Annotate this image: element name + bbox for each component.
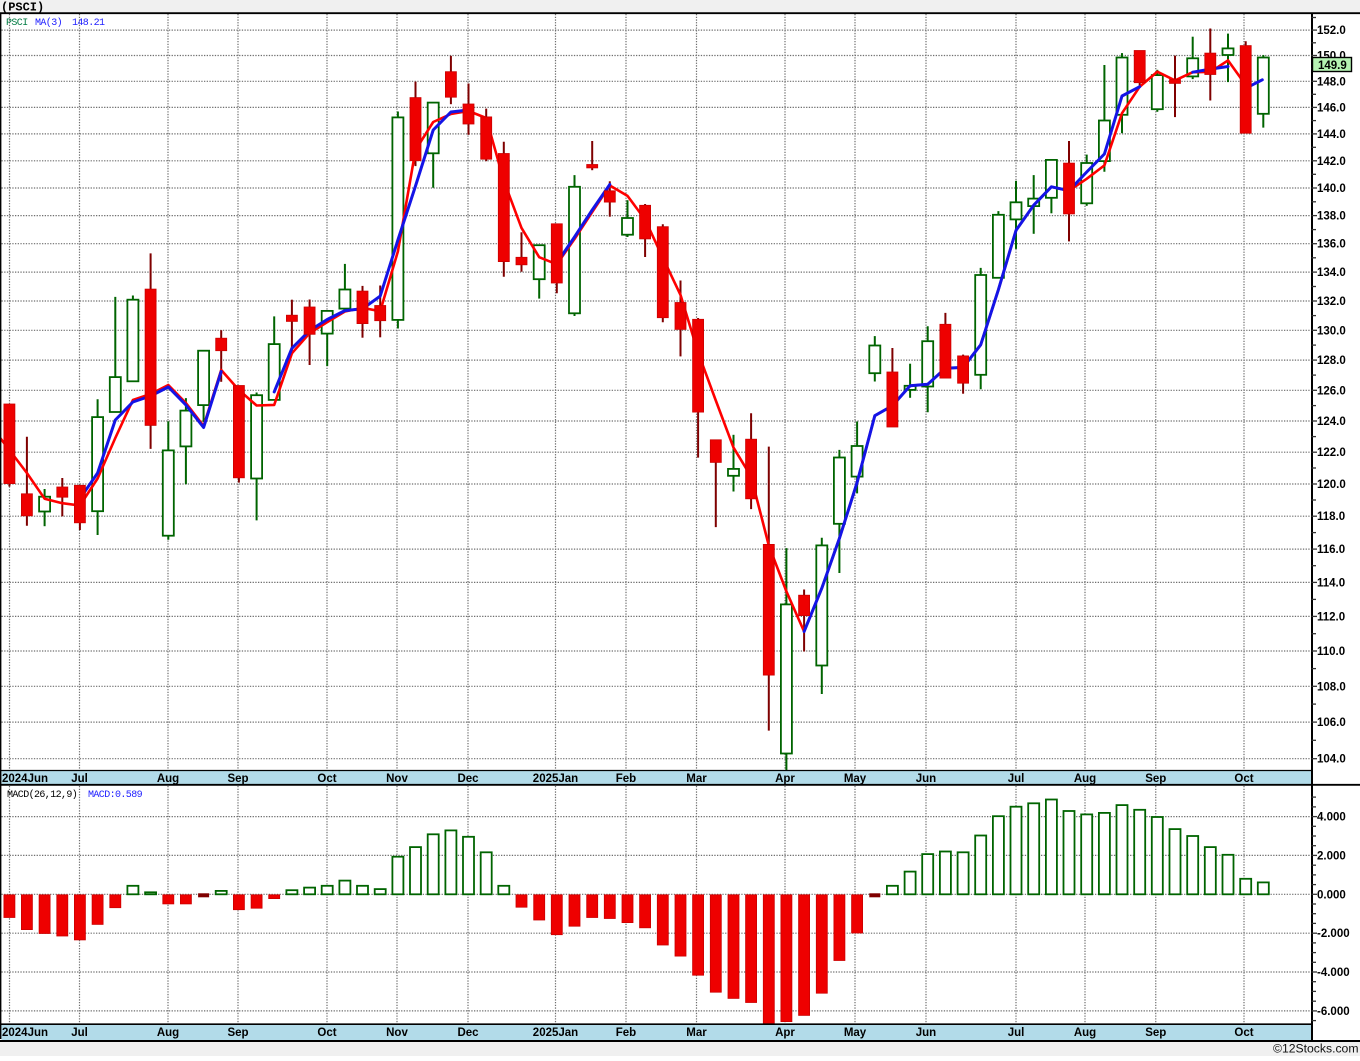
svg-text:4.000: 4.000 (1317, 812, 1346, 824)
svg-text:Jun: Jun (916, 1027, 936, 1039)
svg-text:112.0: 112.0 (1317, 611, 1345, 623)
svg-text:Feb: Feb (616, 773, 636, 785)
svg-text:Feb: Feb (616, 1027, 636, 1039)
svg-text:-2.000: -2.000 (1317, 928, 1350, 940)
svg-text:Sep: Sep (1145, 773, 1166, 785)
svg-text:Oct: Oct (1234, 1027, 1253, 1039)
svg-text:Mar: Mar (686, 1027, 707, 1039)
svg-text:MA(3): MA(3) (35, 17, 62, 29)
svg-text:2024Jun: 2024Jun (2, 773, 48, 785)
svg-text:2025Jan: 2025Jan (533, 1027, 578, 1039)
svg-text:140.0: 140.0 (1317, 183, 1346, 195)
svg-text:Apr: Apr (775, 1027, 795, 1039)
svg-text:120.0: 120.0 (1317, 479, 1346, 491)
svg-text:Oct: Oct (1234, 773, 1253, 785)
svg-text:Jun: Jun (916, 773, 936, 785)
svg-text:108.0: 108.0 (1317, 681, 1346, 693)
svg-text:148.0: 148.0 (1317, 76, 1346, 88)
svg-text:2024Jun: 2024Jun (2, 1027, 48, 1039)
svg-text:Nov: Nov (386, 773, 408, 785)
svg-text:Oct: Oct (317, 1027, 336, 1039)
svg-text:Aug: Aug (157, 773, 179, 785)
svg-text:136.0: 136.0 (1317, 239, 1346, 251)
svg-text:126.0: 126.0 (1317, 385, 1346, 397)
svg-text:2025Jan: 2025Jan (533, 773, 578, 785)
svg-text:Sep: Sep (227, 773, 248, 785)
svg-text:128.0: 128.0 (1317, 355, 1346, 367)
svg-text:144.0: 144.0 (1317, 129, 1346, 141)
svg-text:146.0: 146.0 (1317, 102, 1346, 114)
svg-text:142.0: 142.0 (1317, 156, 1346, 168)
svg-text:149.9: 149.9 (1318, 60, 1347, 72)
svg-text:Dec: Dec (457, 773, 479, 785)
svg-text:116.0: 116.0 (1317, 544, 1345, 556)
svg-text:Sep: Sep (227, 1027, 248, 1039)
svg-text:106.0: 106.0 (1317, 717, 1346, 729)
svg-text:148.21: 148.21 (72, 18, 105, 29)
svg-text:-6.000: -6.000 (1317, 1006, 1350, 1018)
svg-text:Dec: Dec (457, 1027, 479, 1039)
svg-text:PSCI: PSCI (6, 18, 28, 29)
svg-text:134.0: 134.0 (1317, 267, 1346, 279)
svg-text:138.0: 138.0 (1317, 211, 1346, 223)
svg-text:Oct: Oct (317, 773, 336, 785)
svg-text:152.0: 152.0 (1317, 25, 1346, 37)
svg-text:Nov: Nov (386, 1027, 408, 1039)
svg-text:124.0: 124.0 (1317, 416, 1346, 428)
svg-text:130.0: 130.0 (1317, 325, 1346, 337)
svg-text:Jul: Jul (1008, 773, 1025, 785)
svg-text:Apr: Apr (775, 773, 795, 785)
svg-text:Sep: Sep (1145, 1027, 1166, 1039)
svg-text:(PSCI): (PSCI) (1, 1, 44, 15)
svg-text:0.000: 0.000 (1317, 889, 1346, 901)
svg-text:122.0: 122.0 (1317, 447, 1346, 459)
svg-text:118.0: 118.0 (1317, 511, 1345, 523)
svg-text:-4.000: -4.000 (1317, 967, 1350, 979)
svg-text:Aug: Aug (1074, 773, 1096, 785)
svg-text:©12Stocks.com: ©12Stocks.com (1273, 1042, 1359, 1056)
svg-text:2.000: 2.000 (1317, 850, 1346, 862)
svg-text:114.0: 114.0 (1317, 577, 1345, 589)
svg-text:Mar: Mar (686, 773, 707, 785)
svg-text:May: May (844, 1027, 867, 1039)
svg-text:MACD(26,12,9): MACD(26,12,9) (7, 789, 77, 801)
svg-text:MACD:0.589: MACD:0.589 (88, 790, 143, 801)
svg-text:132.0: 132.0 (1317, 296, 1346, 308)
svg-text:May: May (844, 773, 867, 785)
svg-text:110.0: 110.0 (1317, 646, 1345, 658)
svg-text:Jul: Jul (71, 773, 88, 785)
svg-text:104.0: 104.0 (1317, 754, 1346, 766)
svg-text:Jul: Jul (71, 1027, 88, 1039)
svg-text:Aug: Aug (157, 1027, 179, 1039)
svg-text:Aug: Aug (1074, 1027, 1096, 1039)
svg-text:Jul: Jul (1008, 1027, 1025, 1039)
